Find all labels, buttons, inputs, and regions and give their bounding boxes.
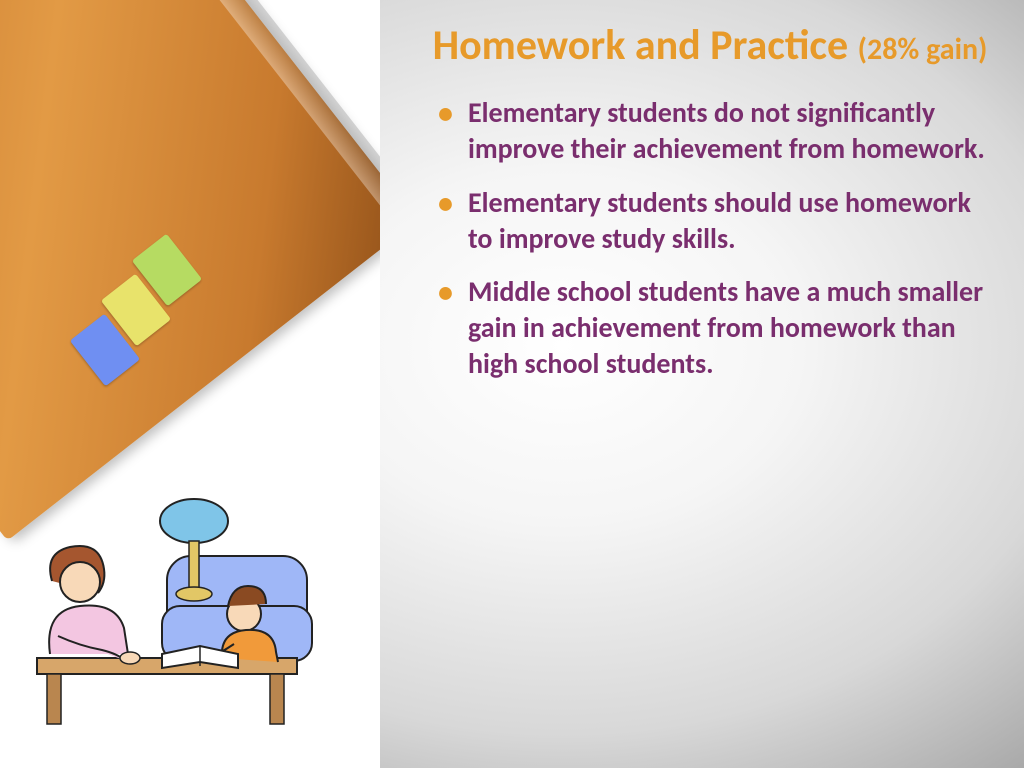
slide-title: Homework and Practice (28% gain) [430,22,990,69]
notebook-pages [0,0,82,115]
study-scene-illustration [12,486,342,736]
bullet-item: Middle school students have a much small… [468,274,990,381]
notebook-spine-highlight [57,0,380,233]
lamp-pole-icon [189,541,199,591]
bullet-list: Elementary students do not significantly… [430,95,990,382]
title-main-text: Homework and Practice [433,20,849,71]
desk-leg-icon [47,674,61,724]
woman-hand-icon [120,652,140,664]
woman-face-icon [60,562,100,602]
title-sub-text: (28% gain) [858,31,988,68]
bullet-item: Elementary students do not significantly… [468,95,990,167]
slide-content: Homework and Practice (28% gain) Element… [430,22,990,400]
bullet-item: Elementary students should use homework … [468,185,990,257]
lamp-shade-icon [160,499,228,543]
lamp-base-icon [176,587,212,601]
desk-leg-icon [270,674,284,724]
left-illustration-panel [0,0,380,768]
